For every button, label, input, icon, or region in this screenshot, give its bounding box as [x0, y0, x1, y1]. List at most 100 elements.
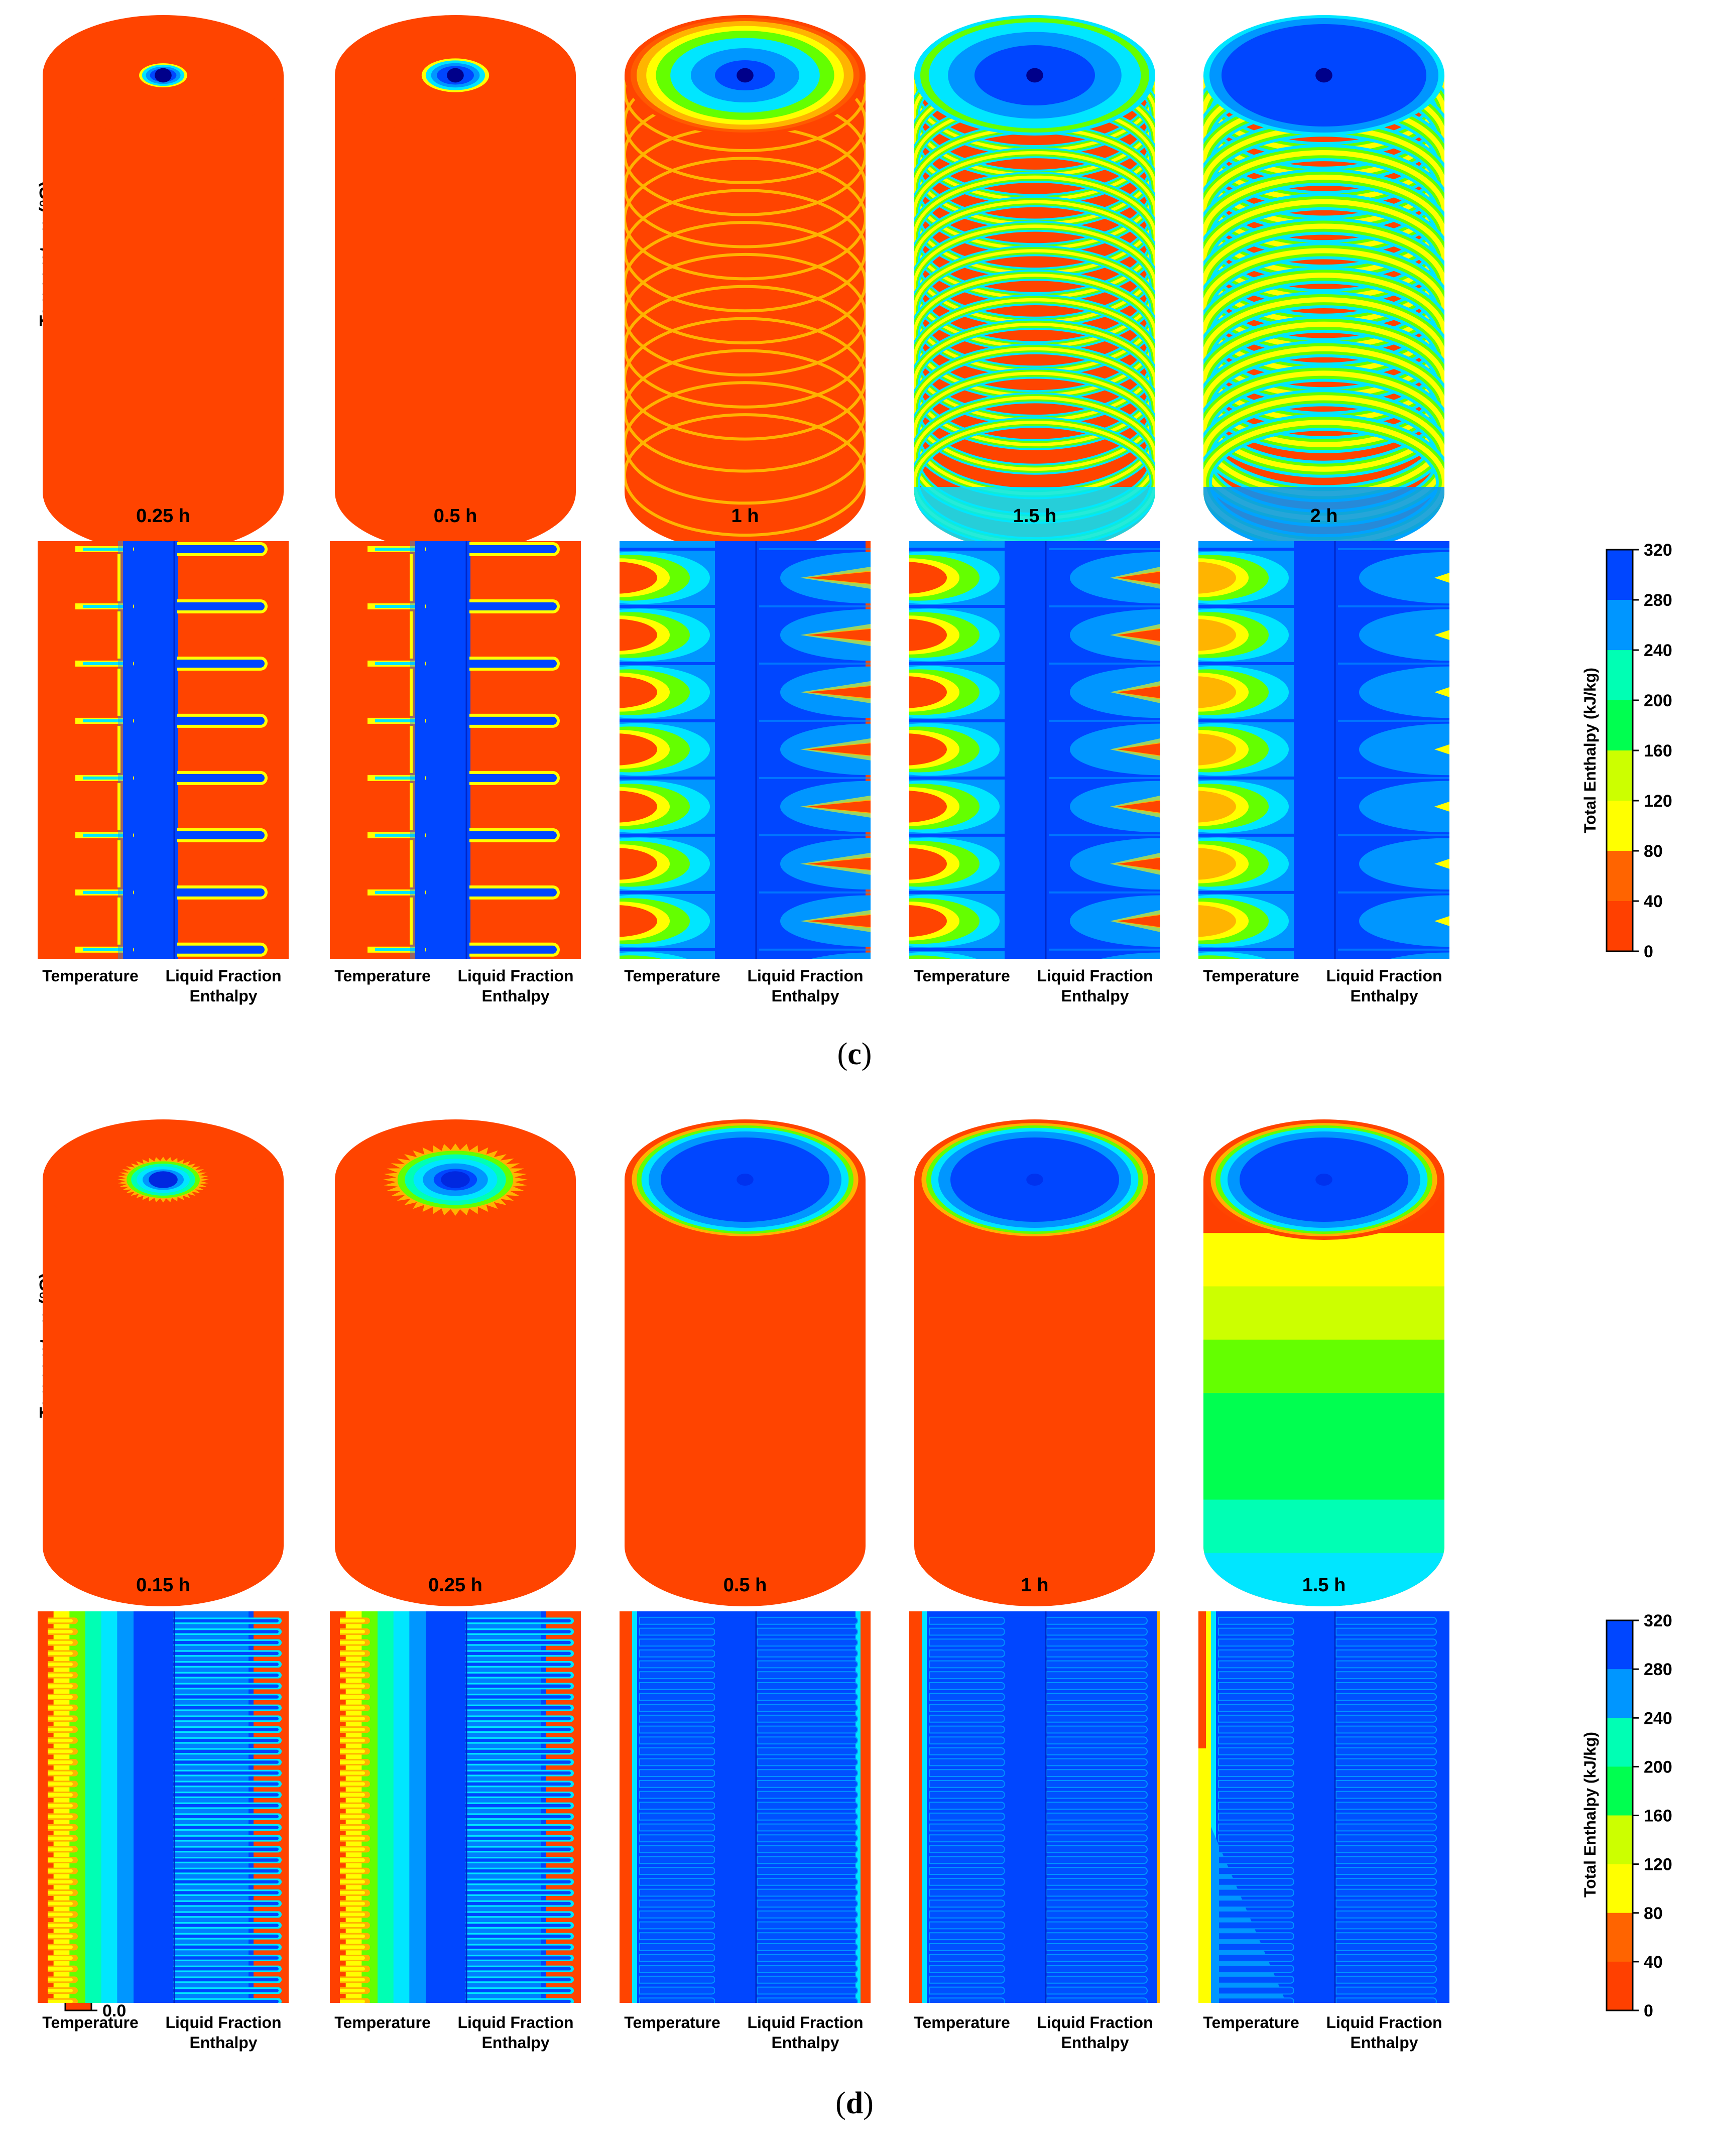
column-label-liquid-fraction: Liquid Fraction — [165, 2013, 281, 2032]
column-label-liquid-fraction: Liquid Fraction — [747, 967, 863, 985]
cylinder-top — [1203, 1119, 1444, 1240]
legend-tick-label: 0 — [1644, 942, 1653, 961]
time-label: 0.25 h — [428, 1575, 482, 1596]
column-label-enthalpy: Enthalpy — [771, 987, 839, 1005]
cylinder-top — [1203, 15, 1444, 136]
legend-band — [1607, 700, 1633, 751]
legend-band — [1607, 1864, 1633, 1914]
column-label-temperature: Temperature — [1203, 2013, 1299, 2032]
column-label-enthalpy: Enthalpy — [481, 2034, 549, 2052]
column-label-enthalpy: Enthalpy — [1350, 2034, 1418, 2052]
cylinder-top — [43, 1119, 284, 1240]
cylinder-body — [43, 1180, 284, 1606]
column-label-enthalpy: Enthalpy — [189, 2034, 257, 2052]
legend-band — [1607, 650, 1633, 701]
legend-tick-label: 240 — [1644, 1709, 1672, 1728]
column-label-liquid-fraction: Liquid Fraction — [1037, 2013, 1153, 2032]
enthalpy-legend: 320 280 240 200 160 120 80 40 0 Total Enthalpy (k… — [1581, 541, 1672, 961]
legend-tick-label: 320 — [1644, 1611, 1672, 1630]
column-2: 1 h Temperature Liquid Fraction Enthalpy — [620, 15, 871, 1005]
time-label: 1 h — [731, 505, 759, 527]
cylinder-body — [1203, 75, 1444, 552]
legend-title: Total Enthalpy (kJ/kg) — [1581, 1732, 1599, 1897]
panel-caption-letter: d — [846, 2086, 863, 2120]
cylinder-top — [914, 15, 1155, 136]
column-label-temperature: Temperature — [914, 2013, 1010, 2032]
cylinder-body — [625, 75, 866, 552]
legend-band — [1607, 750, 1633, 801]
column-2: 0.5 h Temperature Liquid Fraction Enthalpy — [620, 1119, 871, 2052]
legend-tick-label: 40 — [1644, 1953, 1663, 1972]
panel-d: 4542393633302724211815Temperature (°C)1.… — [36, 1119, 1672, 2120]
cylinder-top — [625, 1119, 866, 1240]
column-1: 0.25 h Temperature Liquid Fraction Enthalpy — [330, 1119, 581, 2052]
legend-tick-label: 200 — [1644, 1757, 1672, 1777]
column-4: 1.5 h Temperature Liquid Fraction Enthalpy — [1198, 1119, 1449, 2052]
column-0: 0.25 h Temperature Liquid Fraction Enthalpy — [38, 15, 289, 1005]
cylinder-body — [914, 1180, 1155, 1606]
column-label-liquid-fraction: Liquid Fraction — [1326, 2013, 1442, 2032]
section-box — [330, 1611, 581, 2003]
column-label-enthalpy: Enthalpy — [1061, 2034, 1129, 2052]
legend-tick-label: 120 — [1644, 1855, 1672, 1874]
legend-tick-label: 40 — [1644, 892, 1663, 911]
enthalpy-legend: 320 280 240 200 160 120 80 40 0 Total Enthalpy (k… — [1581, 1611, 1672, 2020]
legend-band — [1607, 600, 1633, 651]
column-label-temperature: Temperature — [334, 967, 430, 985]
panel-caption: (c) — [837, 1037, 872, 1071]
column-label-liquid-fraction: Liquid Fraction — [747, 2013, 863, 2032]
legend-title: Total Enthalpy (kJ/kg) — [1581, 668, 1599, 833]
time-label: 0.15 h — [136, 1575, 190, 1596]
legend-band — [1607, 901, 1633, 952]
cylinder-body — [335, 1180, 576, 1606]
column-0: 0.15 h Temperature Liquid Fraction Enthalpy — [38, 1119, 289, 2052]
cylinder-top — [914, 1119, 1155, 1240]
legend-tick-label: 0 — [1644, 2001, 1653, 2020]
column-label-temperature: Temperature — [624, 2013, 720, 2032]
column-label-temperature: Temperature — [624, 967, 720, 985]
cylinder-body — [1203, 1180, 1444, 1606]
cylinder-top — [335, 15, 576, 136]
time-label: 0.5 h — [723, 1575, 767, 1596]
section-box — [1198, 1611, 1449, 2003]
legend-band — [1607, 1718, 1633, 1767]
column-label-enthalpy: Enthalpy — [1061, 987, 1129, 1005]
legend-tick-label: 320 — [1644, 541, 1672, 560]
column-label-liquid-fraction: Liquid Fraction — [165, 967, 281, 985]
column-label-temperature: Temperature — [914, 967, 1010, 985]
column-label-enthalpy: Enthalpy — [189, 987, 257, 1005]
section-box — [620, 541, 871, 959]
cylinder-top — [43, 15, 284, 136]
legend-band — [1607, 801, 1633, 851]
panel-c: 4542393633302724211815Temperature (°C)1.… — [36, 15, 1672, 1071]
column-label-liquid-fraction: Liquid Fraction — [457, 967, 573, 985]
legend-tick-label: 280 — [1644, 1660, 1672, 1679]
column-label-temperature: Temperature — [42, 2013, 138, 2032]
legend-band — [1607, 1766, 1633, 1816]
cylinder-body — [335, 75, 576, 552]
legend-band — [1607, 1620, 1633, 1670]
column-3: 1.5 h Temperature Liquid Fraction Enthalpy — [909, 15, 1160, 1005]
legend-tick-label: 280 — [1644, 591, 1672, 610]
legend-tick-label: 0.0 — [102, 2001, 126, 2020]
time-label: 0.5 h — [434, 505, 477, 527]
column-3: 1 h Temperature Liquid Fraction Enthalpy — [909, 1119, 1160, 2052]
legend-band — [1607, 1961, 1633, 2011]
legend-tick-label: 160 — [1644, 741, 1672, 760]
column-label-enthalpy: Enthalpy — [481, 987, 549, 1005]
cylinder-body — [43, 75, 284, 552]
legend-tick-label: 80 — [1644, 1904, 1663, 1923]
section-box — [909, 1611, 1160, 2003]
section-box — [38, 541, 289, 959]
legend-tick-label: 80 — [1644, 842, 1663, 861]
column-label-temperature: Temperature — [42, 967, 138, 985]
cylinder-body — [914, 75, 1155, 552]
section-box — [38, 1611, 289, 2003]
column-label-liquid-fraction: Liquid Fraction — [1326, 967, 1442, 985]
cylinder-top — [625, 15, 866, 136]
column-label-liquid-fraction: Liquid Fraction — [457, 2013, 573, 2032]
section-box — [620, 1611, 871, 2003]
cylinder-top — [335, 1119, 576, 1240]
time-label: 1.5 h — [1302, 1575, 1346, 1596]
